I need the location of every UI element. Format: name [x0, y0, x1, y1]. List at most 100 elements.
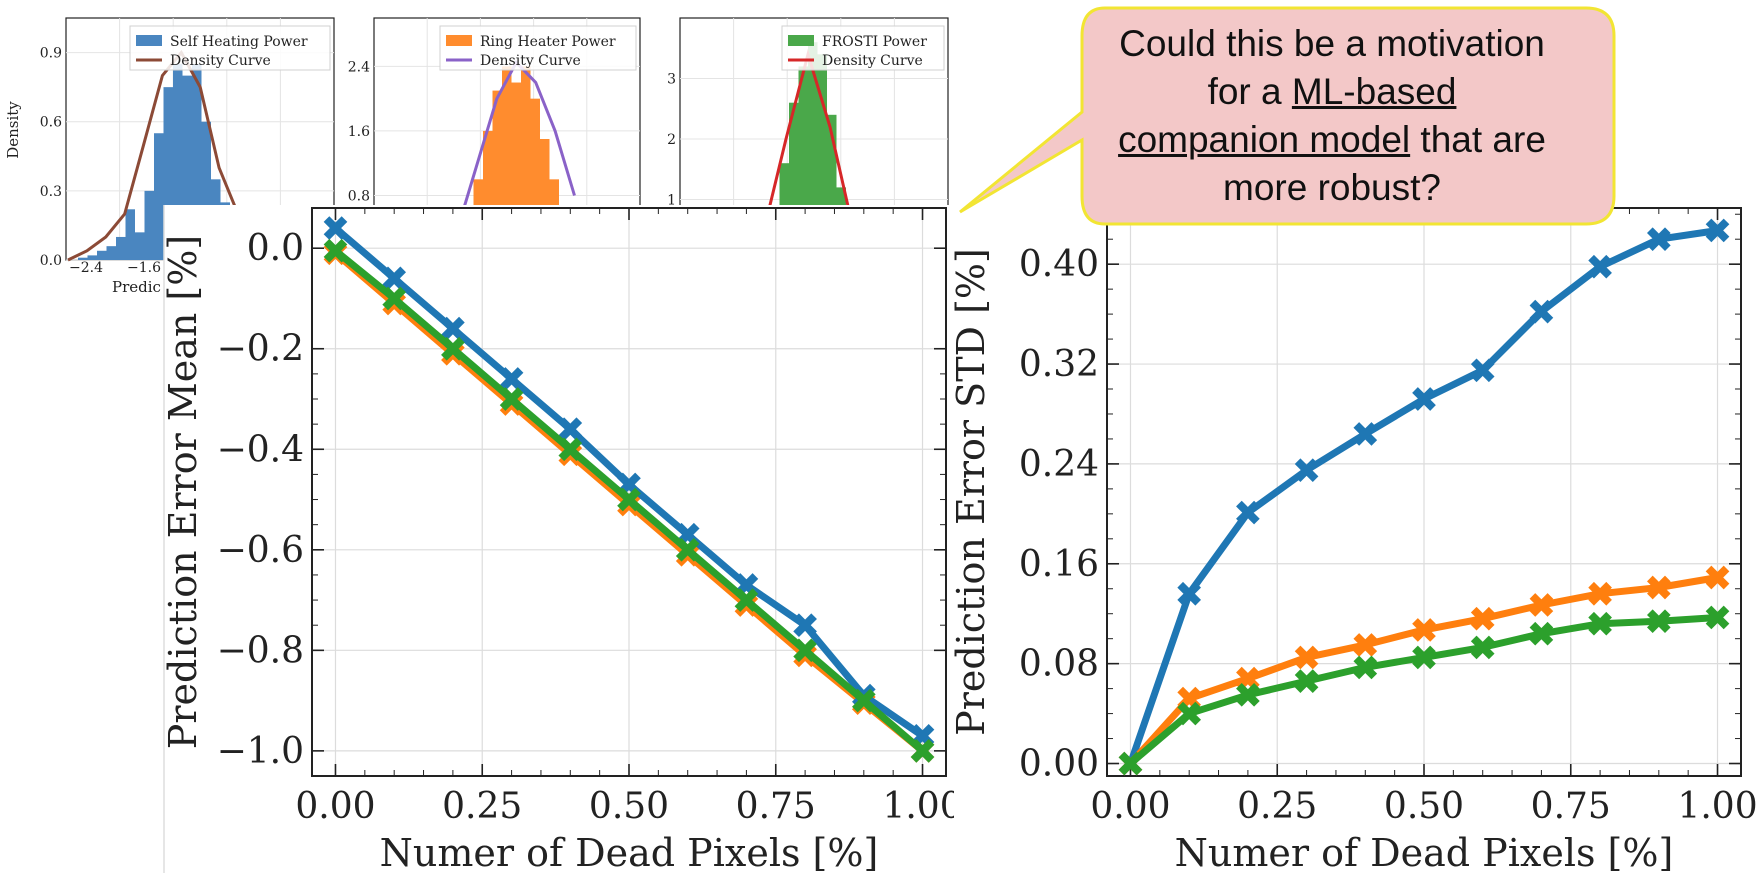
series-marker-orange: [1294, 645, 1319, 670]
y-tick-label: −0.4: [217, 429, 304, 470]
hist-bar: [97, 250, 107, 260]
marker-stroke: [1177, 581, 1202, 606]
marker-stroke: [499, 387, 524, 411]
callout-line-2-prefix: for a: [1207, 71, 1292, 112]
series-marker-blue: [1588, 254, 1612, 279]
series-marker-orange: [1353, 633, 1378, 657]
series-marker-green: [1529, 621, 1554, 646]
marker-stroke: [793, 613, 817, 638]
series-marker-green: [1646, 609, 1671, 634]
hist-legend-box: [781, 25, 945, 71]
hist-legend-label: Density Curve: [170, 53, 271, 69]
marker-stroke: [1529, 593, 1554, 617]
hist-bar: [154, 133, 164, 260]
marker-stroke: [1294, 458, 1319, 482]
y-tick-label: −0.2: [217, 329, 304, 370]
marker-stroke: [1588, 611, 1612, 636]
y-tick-label: −0.8: [217, 630, 304, 671]
callout-line-4: more robust?: [1223, 167, 1441, 208]
hist-y-tick-label: 0.3: [40, 184, 62, 200]
marker-stroke: [1529, 621, 1554, 646]
marker-stroke: [1412, 387, 1436, 411]
series-marker-blue: [1705, 218, 1730, 243]
series-marker-green: [382, 286, 407, 311]
series-marker-orange: [1588, 581, 1612, 606]
series-marker-green: [1294, 669, 1319, 693]
hist-x-tick-label: −1.6: [127, 260, 161, 276]
hist-bar: [87, 255, 97, 260]
x-axis-label: Numer of Dead Pixels [%]: [380, 831, 879, 873]
hist-legend-swatch: [136, 35, 162, 46]
series-marker-green: [1236, 683, 1260, 707]
marker-stroke: [441, 316, 465, 341]
std-chart: 0.00 0.25 0.50 0.75 1.00 0.00 0.08 0.16 0.24 0.32…: [949, 207, 1757, 873]
y-tick-label: −0.6: [217, 530, 304, 571]
marker-stroke: [1236, 500, 1260, 525]
callout-text: Could this be a motivation for a ML-base…: [1082, 20, 1582, 210]
hist-bar: [116, 236, 126, 260]
hist-bar: [135, 232, 145, 260]
hist-legend-label: Self Heating Power: [170, 34, 308, 50]
marker-stroke: [793, 638, 817, 663]
series-marker-blue: [441, 316, 465, 341]
callout-ml-based-link: ML-based: [1291, 71, 1457, 112]
series-marker-green: [1177, 701, 1202, 726]
series-marker-orange: [1529, 593, 1554, 617]
callout-companion-model: companion model: [1118, 119, 1411, 160]
marker-stroke: [1588, 254, 1612, 279]
x-tick-label: 0.25: [442, 786, 522, 827]
hist-bar: [530, 98, 540, 261]
hist-legend-label: Density Curve: [822, 53, 923, 69]
hist-self-heating: 0.0 0.3 0.6 0.9 Self Heating Power Density Cu…: [4, 17, 335, 296]
hist-legend-swatch: [788, 35, 814, 46]
hist-bar: [173, 64, 183, 260]
marker-stroke: [675, 537, 700, 562]
x-axis-label: Numer of Dead Pixels [%]: [1175, 831, 1674, 873]
hist-legend-box: [129, 25, 331, 71]
marker-stroke: [617, 487, 641, 512]
marker-stroke: [1646, 575, 1671, 600]
marker-stroke: [734, 588, 759, 612]
marker-stroke: [558, 437, 583, 462]
y-axis-label: Prediction Error Mean [%]: [161, 235, 205, 749]
marker-stroke: [1294, 645, 1319, 670]
series-marker-blue: [382, 266, 407, 291]
marker-stroke: [851, 688, 876, 713]
hist-legend-label: FROSTI Power: [822, 34, 927, 50]
marker-stroke: [1705, 565, 1730, 590]
series-marker-blue: [499, 367, 524, 391]
marker-stroke: [1236, 683, 1260, 707]
series-marker-green: [441, 336, 465, 361]
marker-stroke: [499, 367, 524, 391]
hist-y-tick-label: 1: [667, 193, 676, 209]
x-tick-label: 0.00: [1090, 786, 1170, 827]
y-axis-label: Prediction Error STD [%]: [949, 248, 993, 736]
series-marker-orange: [1470, 606, 1495, 631]
series-marker-green: [675, 537, 700, 562]
hist-y-tick-label: 2.4: [348, 59, 370, 75]
series-marker-green: [1412, 645, 1436, 670]
hist-bar: [521, 66, 531, 261]
x-tick-label: 0.75: [1531, 786, 1611, 827]
series-marker-green: [1353, 655, 1378, 680]
series-marker-blue: [1177, 581, 1202, 606]
hist-bar: [163, 87, 173, 261]
hist-y-tick-label: 0.9: [40, 46, 62, 62]
series-marker-blue: [1646, 227, 1671, 252]
series-marker-green: [1118, 751, 1143, 776]
hist-bar: [106, 246, 116, 260]
series-marker-green: [558, 437, 583, 462]
callout-line-2: for a ML-based: [1082, 68, 1582, 116]
x-tick-label: 0.50: [1384, 786, 1464, 827]
series-marker-blue: [1236, 500, 1260, 525]
marker-stroke: [1177, 701, 1202, 726]
series-marker-orange: [1412, 618, 1436, 642]
y-tick-label: 0.0: [247, 228, 304, 269]
hist-bar: [817, 54, 827, 260]
hist-x-axis-label: Predic: [112, 278, 161, 296]
series-marker-green: [734, 588, 759, 612]
series-marker-blue: [558, 417, 583, 441]
hist-bar: [789, 102, 799, 260]
callout-line-3-suffix: that are: [1410, 119, 1546, 160]
